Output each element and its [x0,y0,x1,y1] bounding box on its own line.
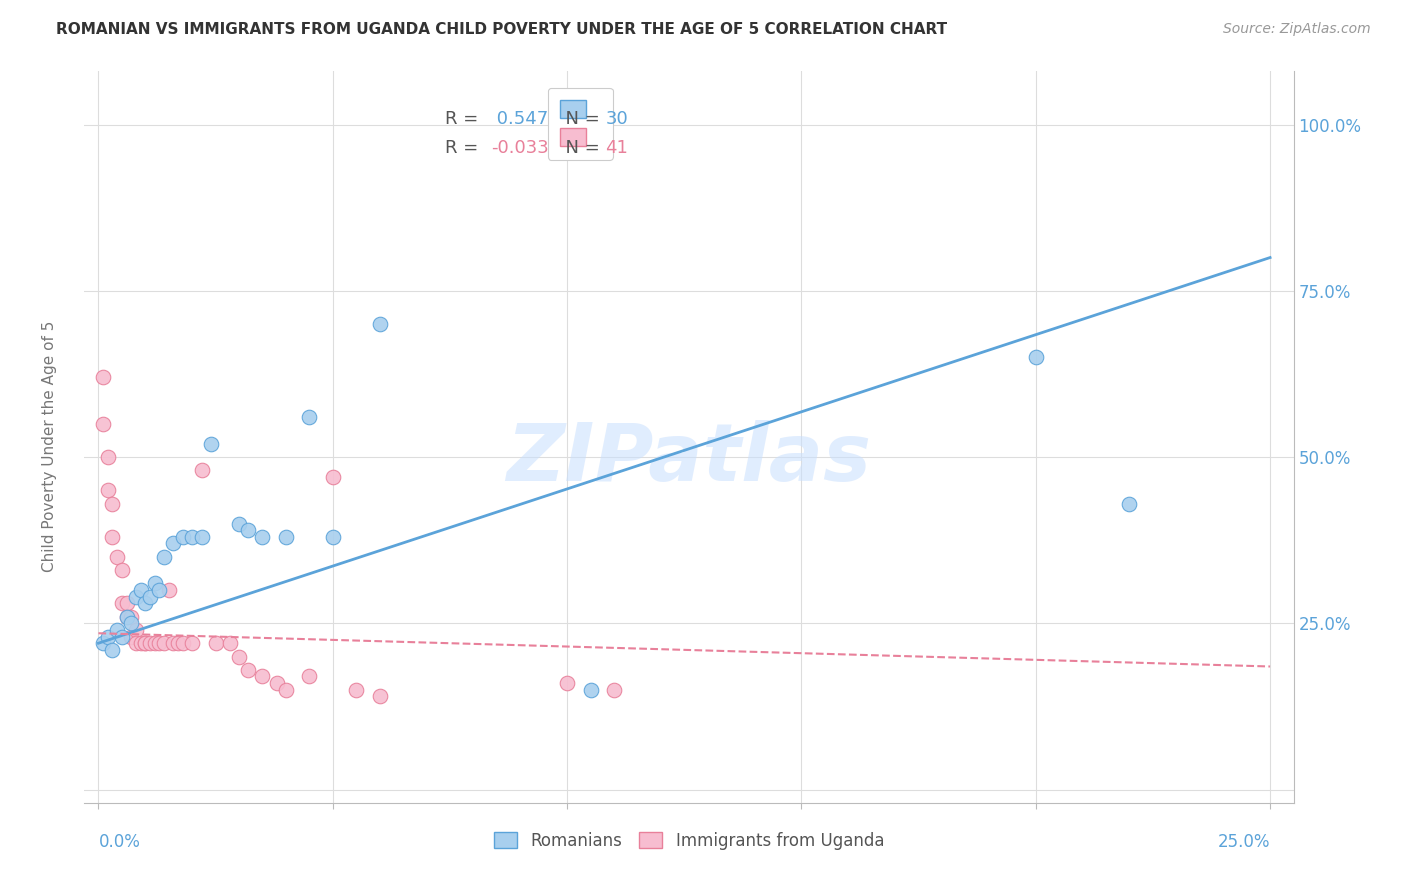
Point [105,549,128,564]
Point [1025,351,1047,365]
Point [190,463,212,477]
Point [97,483,120,498]
Point [344,682,367,697]
Point [1118,497,1140,511]
Point [143,576,166,591]
Point [298,669,321,683]
Point [228,516,250,531]
Text: -0.033: -0.033 [491,139,548,157]
Point [148,636,170,650]
Point [134,636,156,650]
Point [120,616,142,631]
Text: ROMANIAN VS IMMIGRANTS FROM UGANDA CHILD POVERTY UNDER THE AGE OF 5 CORRELATION : ROMANIAN VS IMMIGRANTS FROM UGANDA CHILD… [56,22,948,37]
Point [125,623,148,637]
Point [603,682,626,697]
Point [181,636,204,650]
Point [368,690,391,704]
Text: 0.547: 0.547 [491,110,548,128]
Point [167,636,190,650]
Text: R =: R = [444,139,484,157]
Point [172,636,194,650]
Point [274,530,297,544]
Point [120,630,142,644]
Point [97,630,120,644]
Point [266,676,288,690]
Point [111,630,134,644]
Point [91,636,114,650]
Point [200,436,222,450]
Text: R =: R = [444,110,484,128]
Point [162,536,184,550]
Text: 41: 41 [606,139,628,157]
Point [105,623,128,637]
Point [238,523,260,537]
Point [139,590,162,604]
Point [555,676,578,690]
Point [139,636,162,650]
Point [115,596,138,610]
Point [238,663,260,677]
Point [91,417,114,431]
Point [157,582,180,597]
Text: 0.0%: 0.0% [98,833,141,851]
Point [129,582,152,597]
Text: Child Poverty Under the Age of 5: Child Poverty Under the Age of 5 [42,320,56,572]
Point [322,530,344,544]
Text: Source: ZipAtlas.com: Source: ZipAtlas.com [1223,22,1371,37]
Text: N =: N = [554,110,605,128]
Text: ZIPatlas: ZIPatlas [506,420,872,498]
Point [204,636,226,650]
Point [111,596,134,610]
Point [101,497,124,511]
Text: N =: N = [554,139,605,157]
Point [143,636,166,650]
Text: 30: 30 [606,110,628,128]
Point [153,549,176,564]
Point [190,530,212,544]
Point [298,410,321,425]
Point [555,118,578,132]
Point [115,609,138,624]
Point [115,609,138,624]
Point [172,530,194,544]
Text: 25.0%: 25.0% [1218,833,1270,851]
Point [134,596,156,610]
Point [125,636,148,650]
Point [252,530,274,544]
Point [97,450,120,464]
Point [252,669,274,683]
Point [579,682,602,697]
Point [181,530,204,544]
Point [218,636,240,650]
Point [134,636,156,650]
Point [228,649,250,664]
Point [368,317,391,331]
Point [162,636,184,650]
Point [148,582,170,597]
Point [274,682,297,697]
Point [120,609,142,624]
Point [111,563,134,577]
Point [101,530,124,544]
Point [91,370,114,384]
Point [129,636,152,650]
Point [101,643,124,657]
Point [322,470,344,484]
Point [125,590,148,604]
Point [153,636,176,650]
Legend: Romanians, Immigrants from Uganda: Romanians, Immigrants from Uganda [486,825,891,856]
